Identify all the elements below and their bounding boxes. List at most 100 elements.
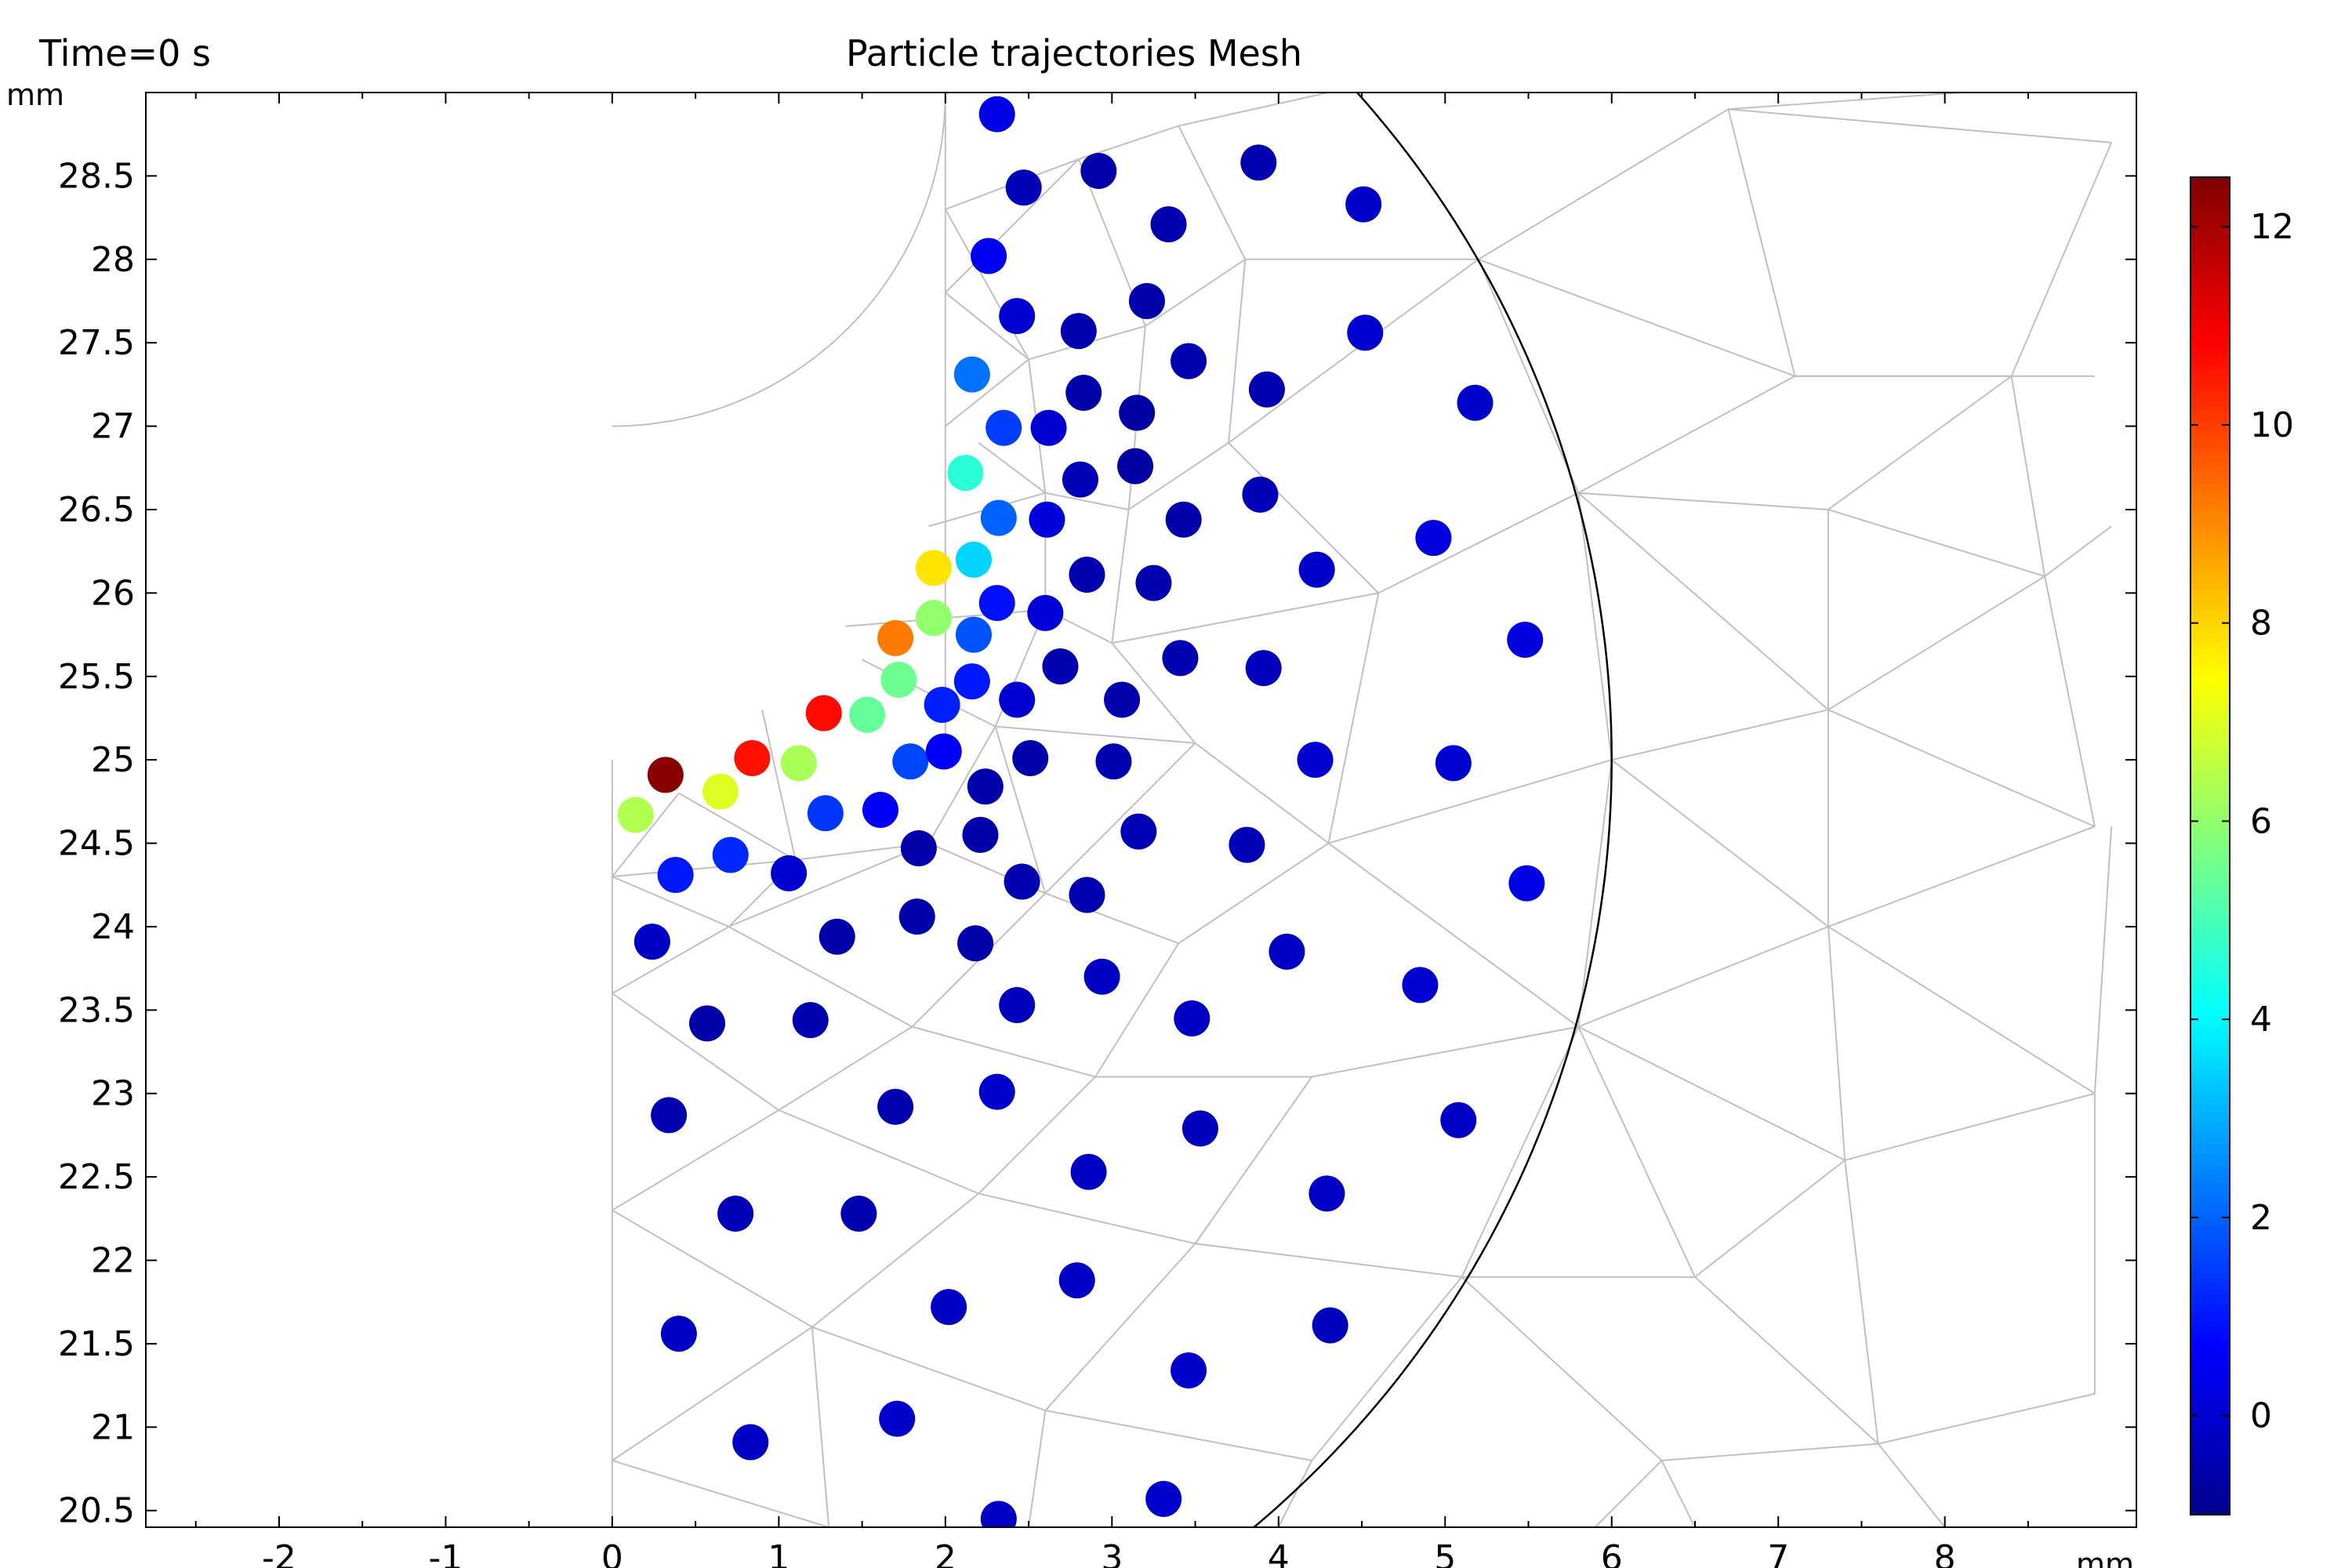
mesh-edge bbox=[1728, 108, 2112, 143]
mesh-edge bbox=[612, 1326, 813, 1461]
mesh-edge bbox=[1228, 258, 1479, 444]
particle-point bbox=[900, 829, 937, 866]
y-tick-label: 23 bbox=[91, 1074, 135, 1114]
particle-point bbox=[807, 795, 844, 832]
particle-point bbox=[771, 855, 808, 891]
particle-point bbox=[712, 837, 749, 873]
mesh-edge bbox=[1377, 492, 1579, 594]
mesh-edge bbox=[612, 1109, 779, 1211]
mesh-edge bbox=[1045, 1410, 1312, 1461]
mesh-edge bbox=[1611, 709, 1829, 761]
mesh-edge bbox=[1828, 509, 2045, 578]
y-tick-label: 20.5 bbox=[58, 1491, 135, 1531]
particle-point bbox=[931, 1289, 967, 1326]
x-tick-label: 6 bbox=[1601, 1538, 1623, 1568]
mesh-edge bbox=[1577, 1026, 1696, 1278]
particle-point bbox=[1415, 520, 1452, 557]
mesh-edge bbox=[778, 1109, 979, 1195]
mesh-edge bbox=[1594, 1460, 1663, 1527]
particle-point bbox=[971, 238, 1007, 274]
mesh-edge bbox=[1828, 375, 2013, 510]
mesh-edge bbox=[1577, 375, 1795, 494]
mesh-edge bbox=[1228, 442, 1379, 594]
particle-point bbox=[1117, 448, 1154, 485]
mesh-edge bbox=[1112, 592, 1379, 644]
particle-point bbox=[999, 681, 1036, 718]
particle-point bbox=[1174, 1000, 1210, 1036]
mesh-edge bbox=[1728, 93, 1962, 111]
mesh-edge bbox=[1844, 1160, 1879, 1444]
mesh-edge bbox=[1828, 826, 2096, 927]
particle-point bbox=[1508, 865, 1545, 902]
y-tick-label: 21 bbox=[91, 1407, 135, 1447]
colorbar-tick-label: 4 bbox=[2250, 1000, 2272, 1040]
particle-point bbox=[1457, 384, 1494, 421]
particle-point bbox=[1242, 476, 1279, 513]
mesh-edge bbox=[1661, 1443, 1878, 1461]
y-tick-label: 21.5 bbox=[58, 1324, 135, 1364]
particle-point bbox=[967, 768, 1004, 805]
mesh-edge bbox=[1327, 842, 1579, 1028]
particle-point bbox=[1104, 681, 1141, 718]
particle-point bbox=[925, 733, 962, 770]
particle-point bbox=[1229, 826, 1265, 863]
mesh-edge bbox=[912, 1025, 1096, 1078]
particle-point bbox=[1069, 556, 1105, 593]
particle-point bbox=[848, 696, 885, 733]
mesh-edge bbox=[1478, 258, 1795, 377]
mesh-edge bbox=[1611, 759, 1829, 927]
mesh-edge bbox=[1827, 926, 1846, 1160]
y-tick-label: 26 bbox=[91, 573, 135, 613]
particle-point bbox=[879, 1400, 916, 1437]
particle-point bbox=[1162, 640, 1199, 677]
particle-point bbox=[978, 96, 1015, 132]
particle-point bbox=[1312, 1307, 1348, 1344]
particle-point bbox=[1065, 375, 1102, 412]
mesh-edge bbox=[728, 926, 913, 1028]
particle-point bbox=[647, 757, 684, 793]
plot-area bbox=[611, 93, 2113, 1527]
mesh-edge bbox=[978, 442, 1046, 494]
particle-point bbox=[1171, 343, 1207, 379]
particle-point bbox=[633, 924, 670, 960]
particle-point bbox=[1171, 1352, 1207, 1388]
y-tick-label: 27 bbox=[91, 407, 135, 447]
x-tick-label: 5 bbox=[1434, 1538, 1456, 1568]
mesh-edge bbox=[1327, 593, 1380, 844]
x-tick-label: -1 bbox=[429, 1538, 463, 1568]
mesh-layer bbox=[611, 93, 2113, 1527]
particle-point bbox=[962, 816, 999, 853]
mesh-edge bbox=[2044, 525, 2112, 577]
mesh-edge bbox=[1178, 125, 1247, 260]
y-tick-label: 24 bbox=[91, 907, 135, 947]
mesh-edge bbox=[1328, 759, 1613, 844]
mesh-edge bbox=[1577, 760, 1613, 1027]
particle-point bbox=[1240, 144, 1277, 181]
particle-point bbox=[915, 550, 952, 586]
mesh-edge bbox=[1111, 509, 1130, 644]
mesh-edge bbox=[612, 1209, 813, 1328]
y-tick-label: 26.5 bbox=[58, 490, 135, 530]
mesh-edge bbox=[1577, 492, 1613, 760]
particle-point bbox=[792, 1002, 829, 1039]
particle-point bbox=[957, 925, 994, 962]
particle-point bbox=[1298, 551, 1335, 588]
mesh-edge bbox=[1111, 642, 1196, 744]
mesh-edge bbox=[761, 710, 797, 861]
particle-point bbox=[1070, 1153, 1107, 1190]
mesh-edge bbox=[612, 858, 796, 878]
colorbar-tick-label: 6 bbox=[2250, 801, 2272, 841]
x-tick-label: -2 bbox=[262, 1538, 296, 1568]
y-tick-label: 24.5 bbox=[58, 824, 135, 864]
particle-point bbox=[980, 1501, 1017, 1527]
mesh-edge bbox=[778, 1025, 913, 1111]
mesh-edge bbox=[945, 358, 1029, 427]
particle-point bbox=[1145, 1480, 1182, 1517]
particle-point bbox=[1165, 501, 1202, 538]
mesh-edge bbox=[1228, 259, 1247, 443]
particle-point bbox=[1030, 409, 1067, 446]
mesh-edge bbox=[678, 792, 797, 861]
mesh-edge bbox=[1661, 1460, 1696, 1527]
mesh-edge bbox=[1194, 742, 1330, 844]
mesh-edge bbox=[1577, 1025, 1846, 1161]
